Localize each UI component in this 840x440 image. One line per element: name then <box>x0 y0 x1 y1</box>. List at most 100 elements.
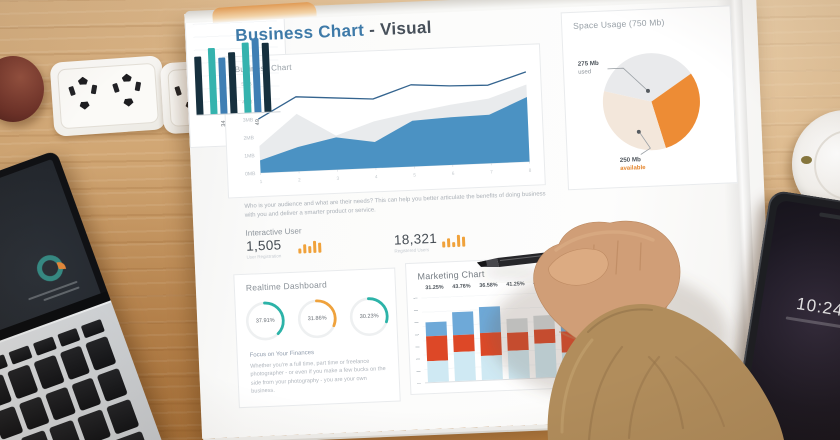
bar-group-label: 34 <box>211 116 238 126</box>
pie-label-caption: available <box>620 164 646 172</box>
socket-hole <box>79 101 90 110</box>
stacked-bar-segment <box>561 351 584 377</box>
donut-svg <box>245 301 285 341</box>
bar-group <box>207 47 238 115</box>
donut-gauge: 30.23% <box>345 293 393 341</box>
donut-gauge: 37.91% <box>241 297 289 345</box>
stacked-bar <box>560 313 584 377</box>
grouped-bar <box>218 57 228 114</box>
pie-label-value: 250 Mb <box>619 156 641 165</box>
stacked-bar <box>506 317 530 379</box>
pie-slice <box>651 73 700 148</box>
pie-leader-line <box>607 67 649 92</box>
laptop-text-line <box>43 286 80 302</box>
stat-registered-users: 18,321 Registered Users <box>394 231 438 254</box>
bar-percent-label: 43.76% <box>452 283 471 291</box>
y-axis-label: 0MB <box>245 171 256 177</box>
y-axis-label: 2MB <box>243 135 254 141</box>
business-chart-card: Business Chart 5MB4MB3MB2MB1MB0MB1234567… <box>222 43 546 199</box>
marketing-chart-card: Marketing Chart 31.25% 43.76% 36.58% 41.25%… <box>404 255 589 396</box>
x-axis-label: 1 <box>260 179 263 184</box>
x-axis-label: 5 <box>413 173 416 178</box>
stacked-bar <box>478 306 503 381</box>
business-area-chart: 5MB4MB3MB2MB1MB0MB12345678 <box>241 71 532 184</box>
pie-leader-lines <box>607 67 651 155</box>
stacked-bar-segment <box>478 306 501 333</box>
stacked-bar <box>425 321 449 383</box>
socket-hole <box>121 73 132 82</box>
space-usage-card: Space Usage (750 Mb) 275 Mb used 250 Mb … <box>560 5 738 191</box>
laptop-key <box>18 396 50 431</box>
x-axis-label: 2 <box>298 177 301 182</box>
spark-bar <box>461 236 466 247</box>
marketing-y-axis-ticks <box>413 297 422 384</box>
spark-bars-icon <box>298 240 322 254</box>
bar-percent-label: 31.25% <box>425 284 444 292</box>
donut-arc <box>349 297 389 337</box>
donut-arc <box>245 301 285 341</box>
x-axis-label: 6 <box>452 171 455 176</box>
stacked-bar-segment <box>427 359 449 383</box>
stacked-bar-segment <box>560 313 582 332</box>
donut-percent-label: 31.86% <box>307 315 327 323</box>
x-axis-label: 7 <box>490 169 493 174</box>
stacked-bar-segment <box>480 355 503 381</box>
stacked-bar-segment <box>453 351 476 382</box>
donut-percent-label: 37.91% <box>255 317 275 325</box>
pie-slice <box>602 91 666 151</box>
pie-label-available: 250 Mb available <box>620 156 646 173</box>
spark-bar <box>442 241 446 248</box>
pie-label-used: 275 Mb used <box>578 60 600 77</box>
laptop-key <box>49 420 83 440</box>
spark-bar <box>318 242 322 253</box>
laptop-key <box>33 354 65 390</box>
y-axis-label: 3MB <box>243 117 254 123</box>
laptop-key <box>70 377 102 412</box>
socket-hole <box>68 85 76 97</box>
stacked-bar-segment <box>479 331 502 356</box>
grouped-bar <box>261 42 272 112</box>
socket <box>110 72 145 114</box>
socket-hole <box>174 85 182 96</box>
interactive-user-heading: Interactive User <box>245 226 302 238</box>
realtime-dashboard-card: Realtime Dashboard 37.91% 31.86% 30.23% Fo… <box>233 267 401 409</box>
coffee-sip-hole <box>801 156 812 164</box>
grouped-bar <box>251 38 262 113</box>
bar-percent-label: 36.58% <box>479 282 498 290</box>
space-usage-pie-chart <box>602 53 700 151</box>
x-axis-label: 4 <box>375 174 378 179</box>
stat-registrations: 1,505 User Registration <box>246 237 282 259</box>
total-line-series <box>257 71 527 120</box>
grouped-bar-chart <box>192 20 281 116</box>
marketing-percent-labels: 31.25% 43.76% 36.58% 41.25% 44.50% 58.25% <box>421 279 583 292</box>
bar-group-label-text: 49 <box>255 118 262 126</box>
donut-percent-label: 30.23% <box>359 313 379 321</box>
paper-dashboard: Business Chart - Visual Business Chart 5… <box>184 0 774 439</box>
stacked-bar-segment <box>453 333 475 352</box>
pie-leader-line <box>639 132 651 155</box>
stacked-bar-segment <box>452 311 474 335</box>
donut-svg <box>297 299 337 339</box>
laptop-key <box>32 336 57 356</box>
bar-group <box>241 38 272 113</box>
realtime-dashboard-title: Realtime Dashboard <box>245 279 328 293</box>
laptop-key <box>0 354 9 374</box>
spark-bar <box>312 240 317 253</box>
socket <box>67 75 102 117</box>
socket-hole <box>134 81 142 92</box>
laptop-key <box>56 327 81 347</box>
socket-hole <box>112 82 120 93</box>
page-title-secondary: - Visual <box>368 17 433 40</box>
pie-label-value: 275 Mb <box>577 59 599 68</box>
grouped-bar <box>241 42 252 113</box>
donut-gauge: 31.86% <box>293 295 341 343</box>
spark-bars-icon <box>442 234 466 248</box>
laptop-key <box>77 409 112 440</box>
stacked-bar-segment <box>534 342 557 378</box>
marketing-chart-title: Marketing Chart <box>417 268 485 282</box>
bar-percent-label: 44.50% <box>533 280 552 287</box>
stacked-bar-segment <box>560 331 583 353</box>
socket-hole <box>90 84 98 95</box>
stacked-bar-segment <box>533 315 555 330</box>
